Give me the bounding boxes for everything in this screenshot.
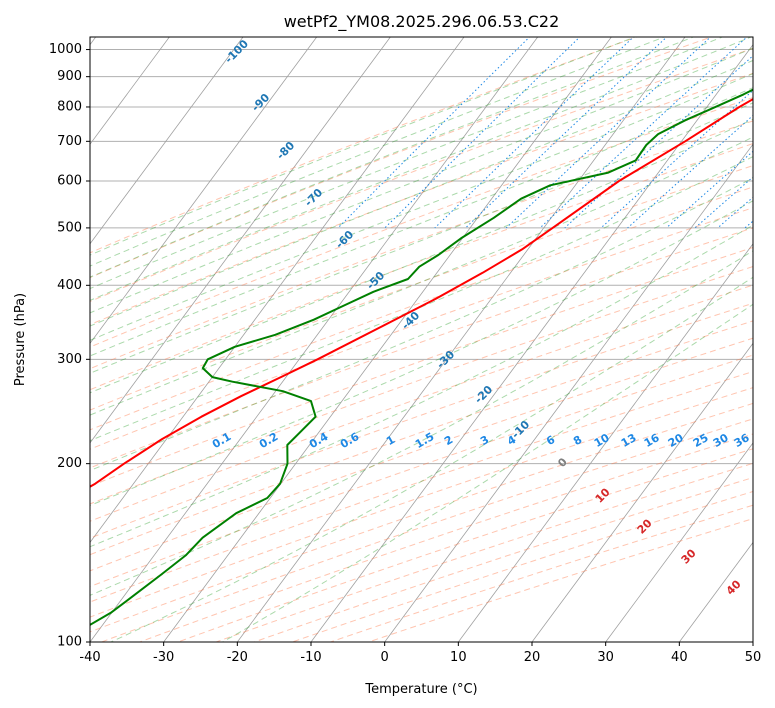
mixing-ratio-line — [627, 114, 753, 229]
moist-adiabat-line — [90, 37, 753, 301]
isotherm-line — [90, 37, 465, 544]
moist-adiabat-line — [90, 37, 695, 278]
isotherm-line — [310, 44, 753, 642]
plot-area — [90, 37, 753, 642]
x-tick-label: 10 — [450, 650, 467, 665]
chart-title: wetPf2_YM08.2025.296.06.53.C22 — [284, 12, 560, 32]
moist-adiabat-line — [90, 224, 753, 548]
temperature-profile — [90, 97, 753, 488]
dry-adiabat-line — [90, 337, 753, 572]
moist-adiabat-line — [90, 47, 753, 314]
dry-adiabat-line — [90, 165, 753, 411]
isotherm-line — [90, 37, 539, 642]
moist-adiabat-line — [90, 136, 753, 416]
plot-frame — [89, 36, 754, 643]
dry-adiabat-line — [90, 37, 713, 279]
dry-adiabat-line — [90, 284, 753, 522]
y-tick-label: 700 — [57, 134, 82, 149]
x-tick-label: 30 — [597, 650, 614, 665]
dry-adiabat-line — [90, 246, 753, 487]
moist-adiabat-line — [109, 276, 753, 642]
isotherm-line — [384, 143, 753, 642]
mixing-ratio-line — [600, 89, 753, 229]
x-tick-label: 40 — [671, 650, 688, 665]
y-tick-label: 800 — [57, 99, 82, 114]
moist-adiabat-line — [90, 177, 753, 472]
y-tick-label: 300 — [57, 352, 82, 367]
axes: -100-90-80-70-60-50-40-30-20-100.1 0.2 0.4… — [49, 37, 761, 665]
y-tick-label: 200 — [57, 456, 82, 471]
moist-adiabat-line — [90, 37, 724, 290]
x-tick-label: 0 — [381, 650, 389, 665]
dry-adiabat-line — [367, 518, 753, 642]
mixing-ratio-line — [505, 37, 712, 229]
dry-adiabat-line — [252, 476, 753, 642]
isotherm-line — [457, 243, 753, 642]
dry-adiabat-line — [90, 143, 753, 391]
dry-adiabat-line — [90, 120, 753, 370]
isotherm-line — [163, 37, 612, 642]
x-tick-label: -20 — [227, 650, 248, 665]
y-tick-label: 900 — [57, 69, 82, 84]
dry-adiabat-line — [90, 37, 638, 254]
mixing-ratio-line — [337, 37, 531, 229]
isotherm-line — [531, 342, 753, 642]
y-tick-label: 1000 — [49, 42, 82, 57]
y-axis-label: Pressure (hPa) — [13, 293, 28, 386]
isotherm-line — [90, 37, 391, 444]
x-tick-label: -30 — [153, 650, 174, 665]
isotherm-line — [236, 37, 686, 642]
y-tick-label: 500 — [57, 220, 82, 235]
dry-adiabat-line — [90, 186, 753, 431]
isotherm-line — [678, 541, 753, 642]
dry-adiabat-line — [100, 418, 753, 642]
dry-adiabat-line — [90, 265, 753, 505]
x-tick-label: -40 — [79, 650, 100, 665]
y-tick-label: 600 — [57, 173, 82, 188]
y-tick-label: 400 — [57, 278, 82, 293]
dry-adiabat-line — [90, 354, 753, 588]
x-tick-label: -10 — [300, 650, 321, 665]
moist-adiabat-line — [90, 200, 753, 507]
dry-adiabat-line — [290, 490, 753, 642]
x-tick-label: 20 — [524, 650, 541, 665]
x-tick-label: 50 — [745, 650, 762, 665]
x-axis-label: Temperature (°C) — [364, 682, 477, 697]
isotherm-line — [90, 37, 318, 345]
dry-adiabat-line — [90, 47, 753, 303]
moist-adiabat-line — [221, 303, 753, 642]
mixing-ratio-line — [434, 37, 635, 229]
isotherm-line — [605, 442, 753, 642]
mixing-ratio-line — [465, 37, 668, 229]
dry-adiabat-line — [90, 370, 753, 603]
dry-adiabat-line — [138, 433, 753, 642]
mixing-ratio-line — [384, 37, 581, 229]
moist-adiabat-line — [90, 37, 637, 256]
dewpoint-profile — [90, 88, 753, 627]
isotherm-line — [90, 37, 170, 145]
moist-adiabat-line — [90, 37, 666, 267]
isotherm-line — [90, 37, 244, 245]
y-tick-label: 100 — [57, 635, 82, 650]
mixing-ratio-line — [666, 150, 753, 229]
